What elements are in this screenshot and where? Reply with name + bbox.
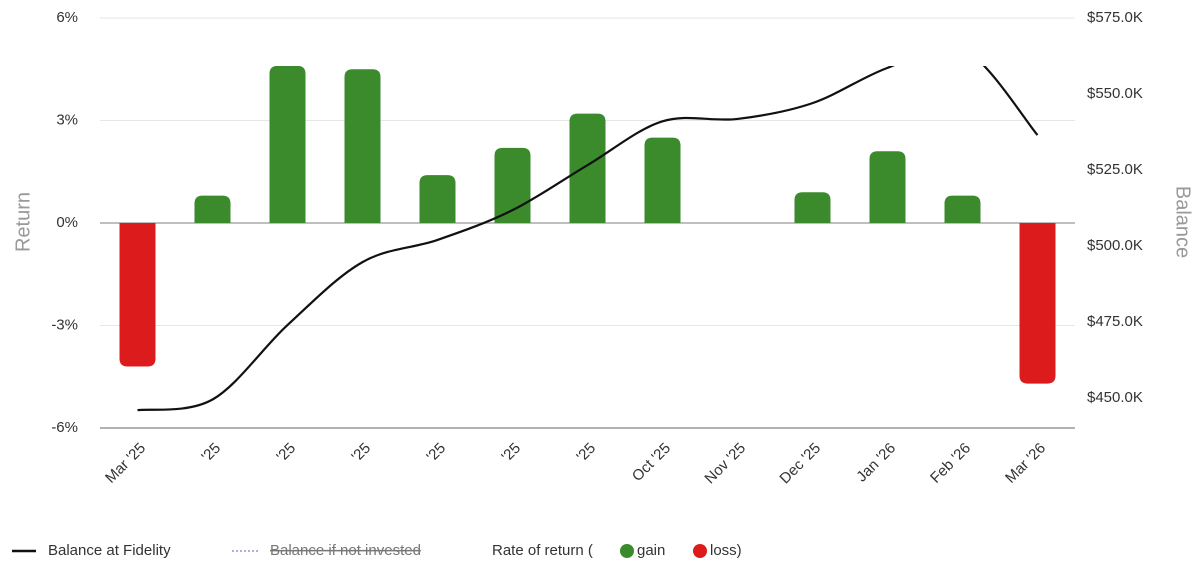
y-axis-label: Return (12, 192, 34, 252)
bar (1019, 223, 1056, 384)
y-tick-label: -3% (51, 316, 78, 333)
y2-tick-label: $550.0K (1087, 85, 1143, 102)
x-tick-label: Mar '25 (102, 440, 149, 487)
x-tick-label: '25 (273, 440, 299, 466)
y-tick-label: -6% (51, 419, 78, 436)
y-tick-label: 0% (56, 214, 78, 231)
y2-tick-label: $575.0K (1087, 9, 1143, 26)
bar (419, 175, 456, 223)
x-tick-label: '25 (498, 440, 524, 466)
bar (269, 66, 306, 223)
x-tick-label: '25 (573, 440, 599, 466)
x-tick-label: '25 (348, 440, 374, 466)
bar (869, 151, 906, 223)
x-tick-label: Nov '25 (701, 440, 749, 488)
legend-loss-swatch (693, 544, 707, 558)
y2-tick-label: $500.0K (1087, 237, 1143, 254)
bar (794, 192, 831, 223)
bar (944, 195, 981, 223)
legend-gain-swatch (620, 544, 634, 558)
bar (344, 69, 381, 223)
bar (119, 223, 156, 367)
legend-label[interactable]: Balance if not invested (270, 542, 421, 559)
x-tick-label: '25 (423, 440, 449, 466)
legend-label: loss) (710, 542, 742, 559)
balance-line (137, 66, 1039, 412)
legend-label: Balance at Fidelity (48, 542, 171, 559)
x-tick-label: Dec '25 (776, 440, 824, 488)
y2-tick-label: $525.0K (1087, 161, 1143, 178)
x-tick-label: Mar '26 (1002, 440, 1049, 487)
y2-axis-label: Balance (1172, 186, 1194, 258)
x-tick-label: Oct '25 (629, 440, 674, 485)
bar (194, 195, 231, 223)
bar (494, 147, 531, 223)
y2-tick-label: $475.0K (1087, 313, 1143, 330)
bar (644, 137, 681, 223)
legend-label: Rate of return ( (492, 542, 593, 559)
y-tick-label: 3% (56, 111, 78, 128)
bar (569, 113, 606, 223)
x-tick-label: Jan '26 (853, 440, 899, 486)
x-tick-label: Feb '26 (927, 440, 974, 487)
legend-label: gain (637, 542, 665, 559)
y-tick-label: 6% (56, 9, 78, 26)
y2-tick-label: $450.0K (1087, 389, 1143, 406)
plot (119, 66, 1056, 412)
x-tick-label: '25 (198, 440, 224, 466)
